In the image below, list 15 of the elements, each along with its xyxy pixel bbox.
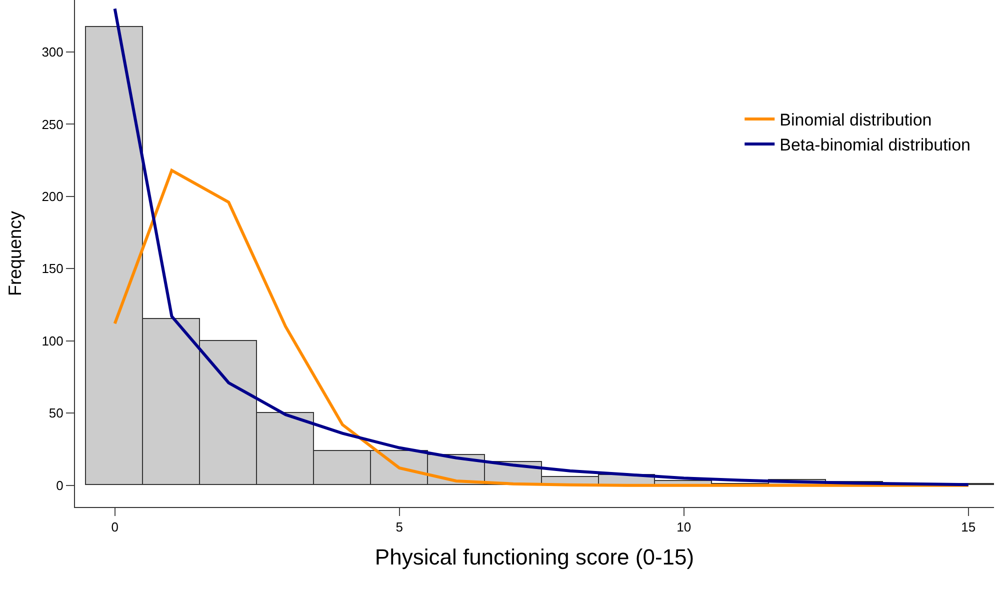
x-tick-label: 0 [111, 520, 118, 535]
x-tick-label: 10 [676, 520, 692, 535]
y-tick-label: 150 [42, 261, 64, 276]
y-tick-label: 100 [42, 333, 64, 348]
x-tick-label: 15 [961, 520, 976, 535]
legend-label: Binomial distribution [780, 110, 932, 130]
y-tick-label: 200 [42, 188, 64, 204]
x-tick-label: 5 [396, 520, 403, 535]
y-tick-label: 300 [42, 44, 64, 60]
y-axis-title: Frequency [4, 210, 25, 296]
y-tick-label: 0 [56, 478, 64, 493]
x-axis-title: Physical functioning score (0-15) [374, 544, 694, 570]
y-tick-label: 250 [42, 116, 64, 132]
legend-label: Beta-binomial distribution [780, 136, 971, 155]
y-tick-label: 50 [48, 406, 64, 421]
